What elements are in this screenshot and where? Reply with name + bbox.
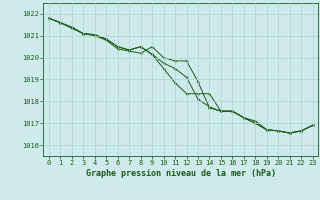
X-axis label: Graphe pression niveau de la mer (hPa): Graphe pression niveau de la mer (hPa) (86, 169, 276, 178)
